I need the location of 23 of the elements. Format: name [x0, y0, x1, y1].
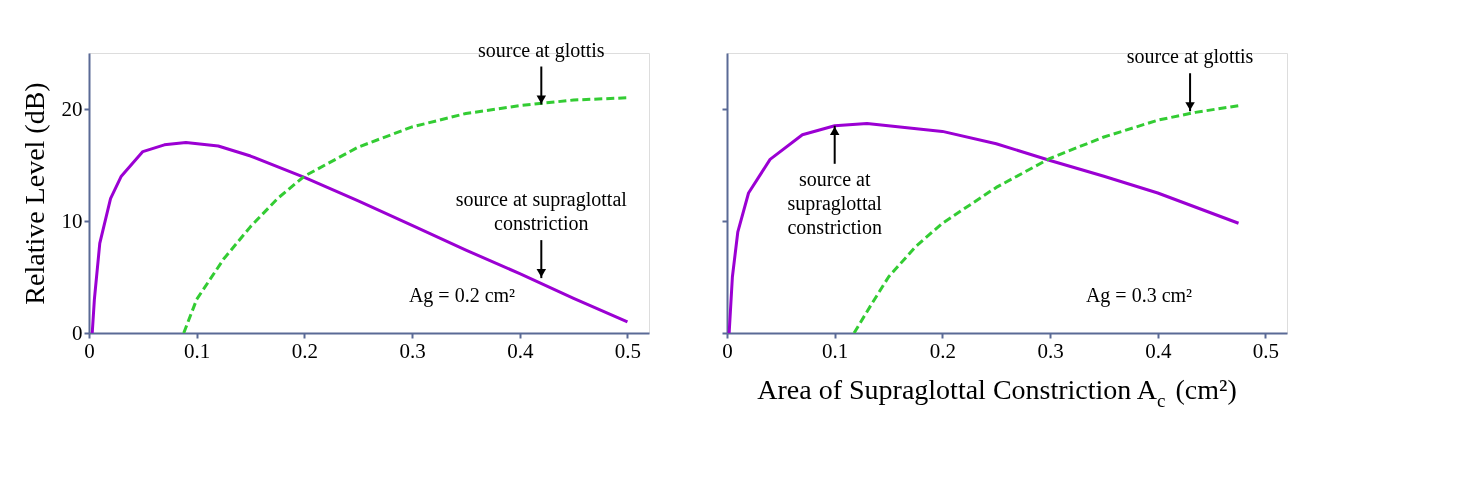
x-tick-label: 0.4 — [1145, 338, 1172, 363]
annotation: source at supraglottal constriction — [787, 167, 883, 238]
annotation: Ag = 0.2 cm² — [408, 284, 516, 307]
annotation: Ag = 0.3 cm² — [1085, 284, 1193, 307]
y-axis-title: Relative Level (dB) — [18, 82, 50, 305]
x-tick-label: 0.4 — [507, 338, 534, 363]
x-tick-label: 0.1 — [184, 338, 211, 363]
x-tick-label: 0.2 — [291, 338, 319, 363]
y-tick-label: 20 — [61, 96, 83, 121]
x-tick-label: 0.5 — [614, 338, 642, 363]
annotation: source at supraglottal constriction — [455, 188, 628, 235]
y-tick-label: 10 — [61, 208, 83, 233]
y-tick-label: 0 — [72, 320, 83, 345]
x-tick-label: 0.1 — [822, 338, 849, 363]
line-series — [182, 96, 629, 333]
x-tick-label: 0 — [722, 338, 733, 363]
x-tick-label: 0.3 — [399, 338, 426, 363]
annotation: source at glottis — [1126, 45, 1254, 69]
x-tick-label: 0.2 — [929, 338, 957, 363]
x-tick-label: 0.5 — [1252, 338, 1280, 363]
annotation: source at glottis — [477, 38, 605, 62]
x-tick-label: 0.3 — [1037, 338, 1064, 363]
line-series — [90, 141, 629, 333]
